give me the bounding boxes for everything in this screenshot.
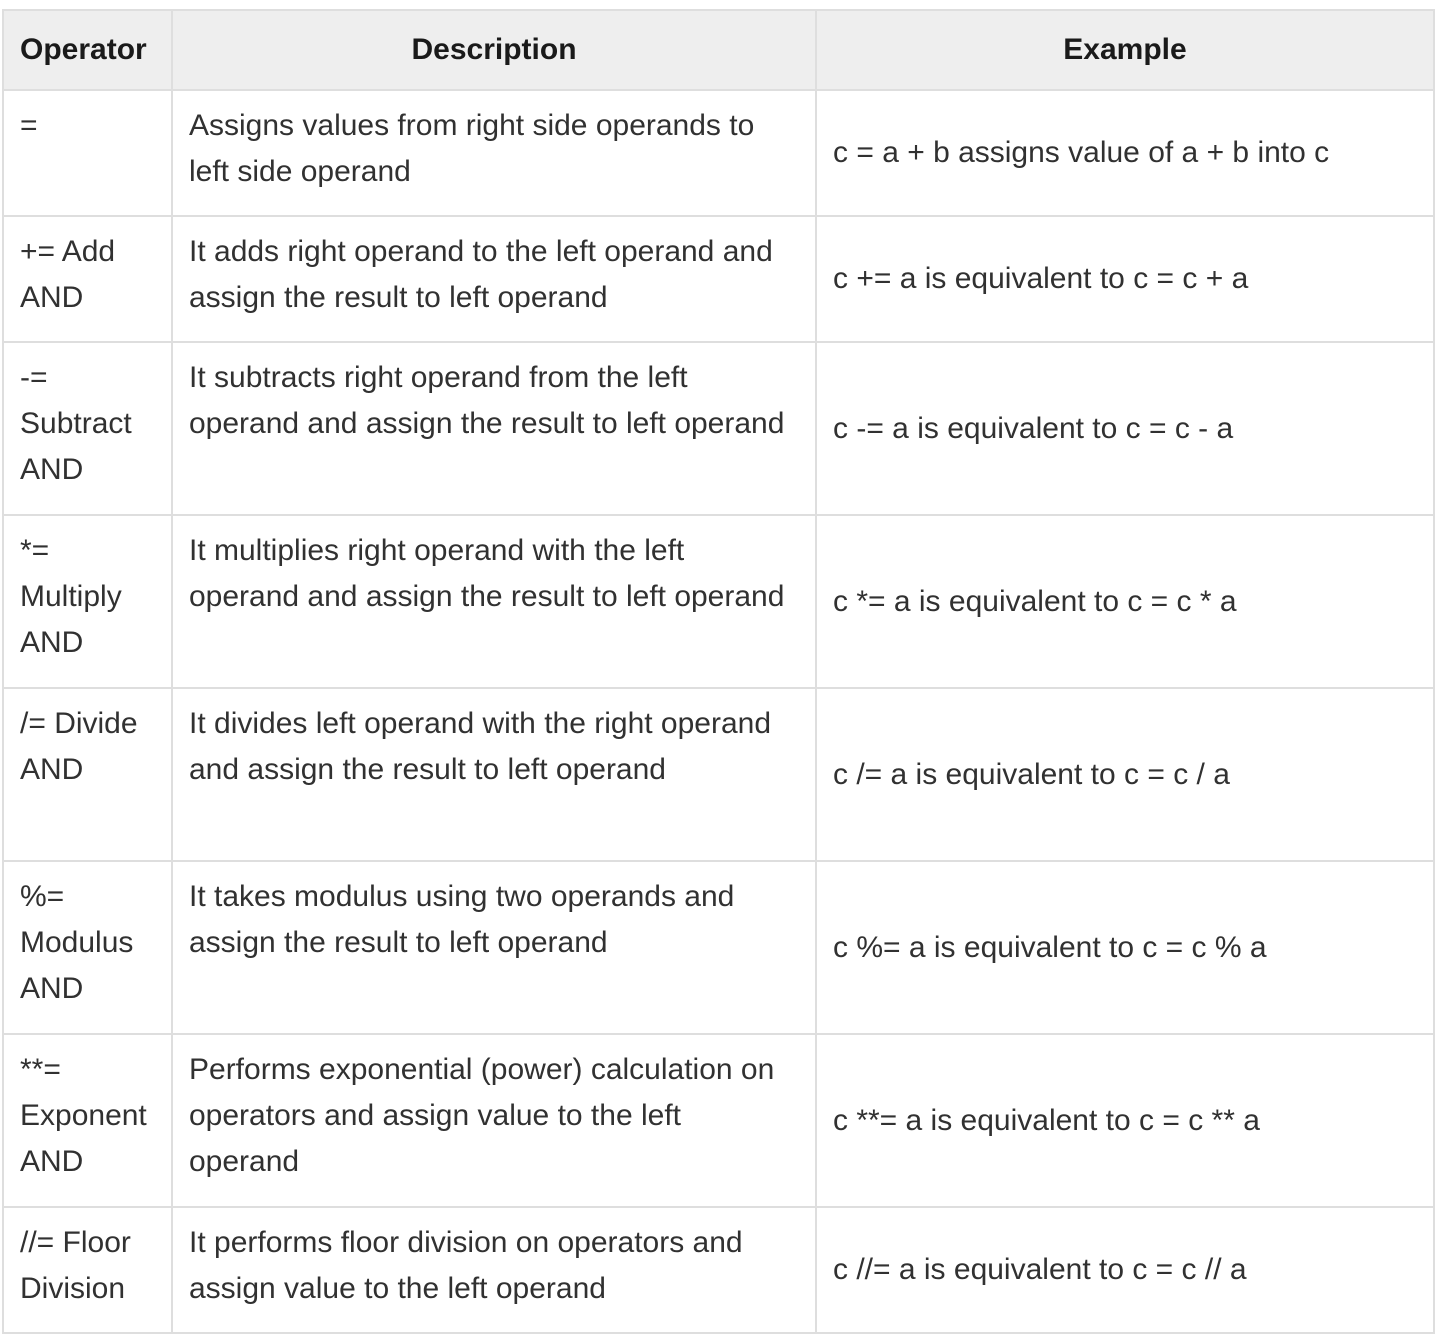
description-cell: It performs floor division on operators … xyxy=(171,1206,817,1334)
header-operator: Operator xyxy=(2,9,173,91)
operator-cell: /= Divide AND xyxy=(2,687,173,862)
table-row: -= Subtract AND It subtracts right opera… xyxy=(2,341,1435,516)
operator-cell: %= Modulus AND xyxy=(2,860,173,1035)
example-cell: c /= a is equivalent to c = c / a xyxy=(815,687,1435,862)
description-cell: Assigns values from right side operands … xyxy=(171,89,817,217)
operator-cell: *= Multiply AND xyxy=(2,514,173,689)
table-row: += Add AND It adds right operand to the … xyxy=(2,215,1435,343)
example-cell: c -= a is equivalent to c = c - a xyxy=(815,341,1435,516)
operator-cell: //= Floor Division xyxy=(2,1206,173,1334)
table-row: %= Modulus AND It takes modulus using tw… xyxy=(2,860,1435,1035)
description-cell: It subtracts right operand from the left… xyxy=(171,341,817,516)
example-cell: c += a is equivalent to c = c + a xyxy=(815,215,1435,343)
operator-cell: **= Exponent AND xyxy=(2,1033,173,1208)
operators-table-container: Operator Description Example = Assigns v… xyxy=(2,9,1435,1334)
operator-cell: += Add AND xyxy=(2,215,173,343)
table-row: = Assigns values from right side operand… xyxy=(2,89,1435,217)
description-cell: Performs exponential (power) calculation… xyxy=(171,1033,817,1208)
example-cell: c = a + b assigns value of a + b into c xyxy=(815,89,1435,217)
table-row: **= Exponent AND Performs exponential (p… xyxy=(2,1033,1435,1208)
table-row: //= Floor Division It performs floor div… xyxy=(2,1206,1435,1334)
description-cell: It takes modulus using two operands and … xyxy=(171,860,817,1035)
table-row: *= Multiply AND It multiplies right oper… xyxy=(2,514,1435,689)
example-cell: c **= a is equivalent to c = c ** a xyxy=(815,1033,1435,1208)
description-cell: It adds right operand to the left operan… xyxy=(171,215,817,343)
example-cell: c //= a is equivalent to c = c // a xyxy=(815,1206,1435,1334)
example-cell: c %= a is equivalent to c = c % a xyxy=(815,860,1435,1035)
description-cell: It multiplies right operand with the lef… xyxy=(171,514,817,689)
header-description: Description xyxy=(171,9,817,91)
operator-cell: -= Subtract AND xyxy=(2,341,173,516)
assignment-operators-table: Operator Description Example = Assigns v… xyxy=(2,9,1435,1334)
example-cell: c *= a is equivalent to c = c * a xyxy=(815,514,1435,689)
operator-cell: = xyxy=(2,89,173,217)
header-example: Example xyxy=(815,9,1435,91)
description-cell: It divides left operand with the right o… xyxy=(171,687,817,862)
table-row: /= Divide AND It divides left operand wi… xyxy=(2,687,1435,862)
header-row: Operator Description Example xyxy=(2,9,1435,91)
